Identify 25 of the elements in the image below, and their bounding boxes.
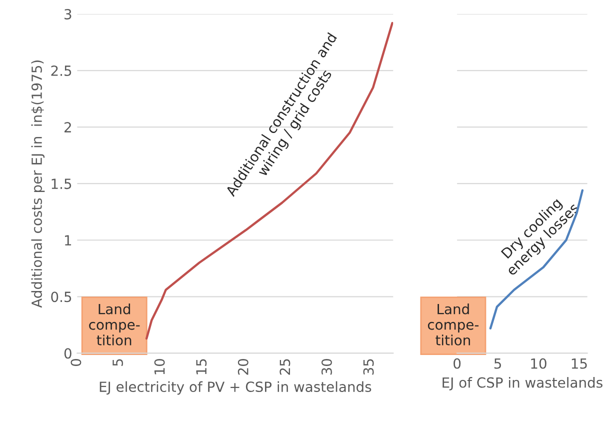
annotation: Land compe- tition: [89, 304, 140, 346]
x-tick-label: 0: [70, 358, 82, 366]
x-tick-label: 35: [363, 359, 374, 375]
y-tick-label: 0: [64, 348, 72, 359]
y-tick-label: 3: [64, 8, 72, 20]
x-tick-label: 15: [572, 358, 587, 369]
x-tick-label: 0: [454, 358, 461, 369]
x-tick-label: 5: [112, 359, 124, 366]
line-series: [145, 22, 394, 340]
y-tick-label: 1.5: [52, 178, 72, 190]
y-tick-label: 2.5: [51, 65, 72, 76]
x-axis-title: EJ electricity of PV + CSP in wastelands: [100, 381, 372, 395]
y-tick-label: 1: [65, 235, 72, 246]
annotation: Land compe- tition: [428, 304, 479, 346]
x-axis-title: EJ of CSP in wastelands: [442, 377, 602, 390]
x-tick-label: 30: [321, 358, 332, 375]
y-axis-title: Additional costs per EJ in in$(1975): [31, 60, 45, 308]
x-tick-label: 20: [238, 358, 248, 375]
y-tick-label: 2: [64, 122, 71, 132]
x-tick-label: 15: [196, 359, 207, 374]
x-tick-label: 25: [280, 359, 290, 375]
y-tick-label: 0.5: [51, 292, 72, 302]
x-tick-label: 5: [494, 358, 501, 369]
x-tick-label: 10: [154, 358, 165, 374]
x-tick-label: 10: [531, 358, 546, 369]
